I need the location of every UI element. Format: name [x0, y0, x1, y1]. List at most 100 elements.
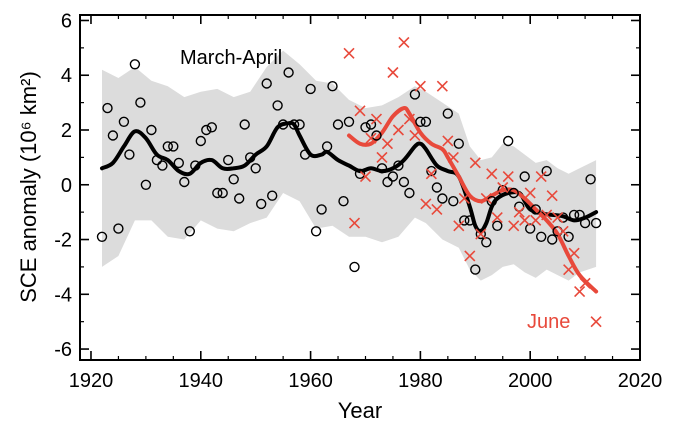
june-point	[513, 206, 525, 218]
june-point	[574, 285, 586, 298]
march-april-point	[426, 165, 437, 177]
march-april-point	[212, 187, 223, 199]
june-point	[546, 190, 558, 202]
march-april-point	[190, 160, 201, 171]
x-tick-label: 1980	[398, 370, 443, 392]
june-point	[568, 247, 580, 259]
june-point	[376, 151, 388, 163]
june-smooth-line	[347, 106, 599, 294]
march-april-point	[102, 102, 113, 114]
march-april-point	[162, 141, 174, 152]
march-april-point	[184, 226, 196, 237]
y-tick-label: 4	[61, 65, 72, 87]
june-point	[524, 187, 536, 199]
march-april-point	[283, 67, 294, 78]
march-april-point	[360, 122, 371, 133]
june-point	[469, 157, 481, 169]
june-point	[464, 250, 476, 262]
june-point	[557, 225, 569, 237]
march-april-point	[96, 231, 108, 243]
march-april-point	[365, 119, 377, 130]
x-tick-label: 2000	[508, 370, 553, 392]
march-april-point	[579, 217, 591, 229]
march-april-point	[272, 100, 283, 111]
june-point	[590, 316, 602, 328]
june-label: June	[527, 311, 570, 333]
march-april-point	[288, 119, 300, 130]
march-april-point	[239, 119, 250, 130]
march-april-point	[244, 152, 256, 163]
june-point	[343, 47, 355, 59]
march-april-point	[568, 209, 580, 221]
june-point	[486, 168, 498, 180]
march-april-point	[376, 163, 388, 174]
march-april-point	[371, 130, 382, 141]
june-point	[398, 36, 410, 48]
march-april-point	[431, 182, 443, 193]
y-tick-label: -2	[54, 230, 72, 252]
march-april-point	[305, 83, 316, 95]
march-april-point	[157, 160, 168, 171]
june-point	[453, 220, 465, 232]
march-april-point	[481, 237, 492, 248]
march-april-point	[453, 138, 464, 149]
march-april-point	[113, 223, 124, 234]
march-april-point	[492, 220, 503, 232]
plot-frame	[79, 14, 641, 361]
march-april-point	[338, 195, 349, 207]
march-april-point	[261, 78, 272, 89]
march-april-point	[332, 119, 344, 130]
march-april-point	[201, 124, 212, 136]
y-tick-label: -4	[54, 284, 72, 306]
march-april-point	[179, 176, 190, 188]
y-tick-label: -6	[54, 339, 72, 361]
march-april-point	[530, 204, 541, 215]
march-april-point	[475, 228, 486, 240]
march-april-point	[146, 124, 157, 136]
march-april-point	[151, 154, 163, 166]
march-april-point	[387, 171, 399, 182]
march-april-point	[459, 215, 470, 226]
march-april-point	[525, 223, 536, 234]
y-tick-label: 2	[61, 120, 72, 142]
march-april-point	[382, 176, 393, 188]
june-point	[359, 170, 372, 183]
june-point	[458, 192, 470, 205]
june-point	[480, 192, 492, 205]
plot-area	[96, 36, 602, 328]
june-point	[354, 105, 366, 117]
x-tick-label: 1920	[69, 370, 114, 392]
june-point	[530, 214, 542, 226]
march-april-point	[316, 204, 327, 215]
march-april-point	[135, 97, 146, 108]
march-april-point	[398, 176, 410, 188]
ticks-layer: 1920 1940 1960 1980 2000 2020 -6 -4 -2 0 2 4 6	[54, 10, 662, 392]
june-point	[579, 277, 591, 289]
march-april-point	[222, 154, 234, 166]
march-april-point	[497, 184, 508, 196]
march-april-point	[206, 122, 218, 133]
june-point	[563, 264, 575, 276]
march-april-point	[310, 226, 322, 237]
march-april-point	[267, 190, 278, 201]
june-point	[392, 124, 404, 136]
march-april-point	[299, 149, 311, 160]
june-point	[414, 80, 426, 92]
march-april-point	[547, 234, 558, 245]
march-april-point	[404, 187, 415, 199]
march-april-point	[173, 157, 185, 169]
march-april-point	[393, 160, 404, 171]
march-april-point	[563, 231, 574, 243]
march-april-point	[129, 59, 141, 70]
march-april-point	[503, 135, 514, 147]
x-axis-title: Year	[338, 398, 382, 423]
june-point	[420, 198, 432, 210]
march-april-point	[585, 174, 596, 185]
smoothed-lines-layer	[100, 106, 599, 294]
june-point	[425, 168, 437, 180]
march-april-point	[277, 119, 289, 130]
june-point	[502, 170, 514, 183]
march-april-point	[470, 264, 481, 275]
march-april-label: March-April	[180, 47, 282, 69]
